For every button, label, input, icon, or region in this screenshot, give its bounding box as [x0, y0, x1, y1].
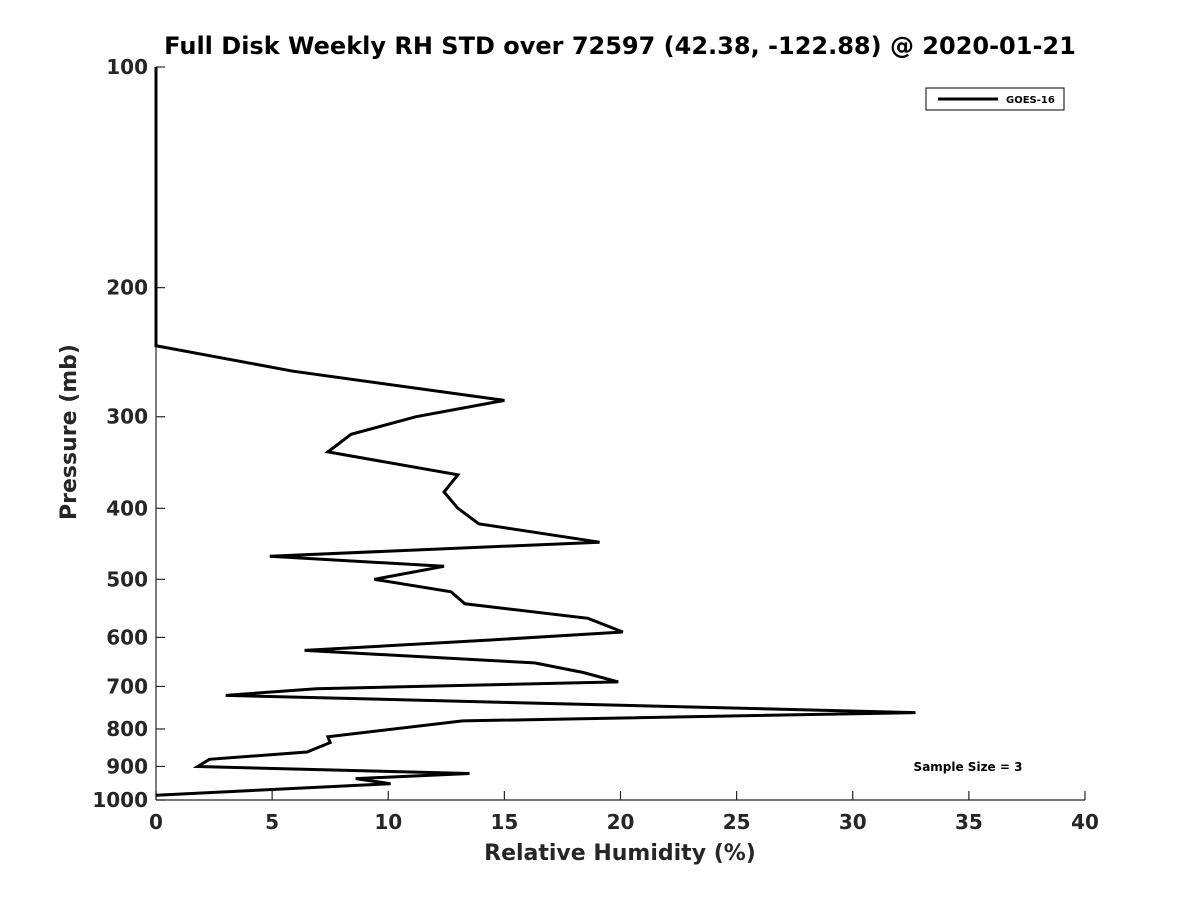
y-tick-label: 800 — [106, 717, 148, 741]
y-axis-label: Pressure (mb) — [57, 344, 82, 520]
x-tick-label: 15 — [490, 810, 518, 834]
x-tick-label: 30 — [839, 810, 867, 834]
y-tick-label: 700 — [106, 674, 148, 698]
chart-title: Full Disk Weekly RH STD over 72597 (42.3… — [164, 32, 1076, 60]
x-axis-ticks: 0 5 10 15 20 25 30 35 40 — [149, 791, 1099, 834]
sample-size-annotation: Sample Size = 3 — [914, 760, 1023, 774]
series-line-goes-16 — [154, 67, 916, 797]
y-tick-label: 200 — [106, 276, 148, 300]
x-tick-label: 35 — [955, 810, 983, 834]
y-tick-label: 900 — [106, 754, 148, 778]
x-tick-label: 25 — [723, 810, 751, 834]
x-axis-label: Relative Humidity (%) — [484, 841, 756, 866]
y-tick-label: 500 — [106, 567, 148, 591]
y-tick-label: 400 — [106, 496, 148, 520]
legend-label-goes-16: GOES-16 — [1006, 95, 1055, 106]
x-tick-label: 40 — [1071, 810, 1099, 834]
legend: GOES-16 — [925, 87, 1065, 111]
x-tick-label: 20 — [607, 810, 635, 834]
y-axis-ticks: 100 200 300 400 500 600 700 800 900 1000 — [92, 55, 165, 812]
y-tick-label: 1000 — [92, 788, 148, 812]
y-tick-label: 300 — [106, 405, 148, 429]
y-tick-label: 600 — [106, 625, 148, 649]
x-tick-label: 5 — [265, 810, 279, 834]
y-tick-label: 100 — [106, 55, 148, 79]
x-tick-label: 10 — [374, 810, 402, 834]
series-layer — [154, 67, 916, 797]
x-tick-label: 0 — [149, 810, 163, 834]
